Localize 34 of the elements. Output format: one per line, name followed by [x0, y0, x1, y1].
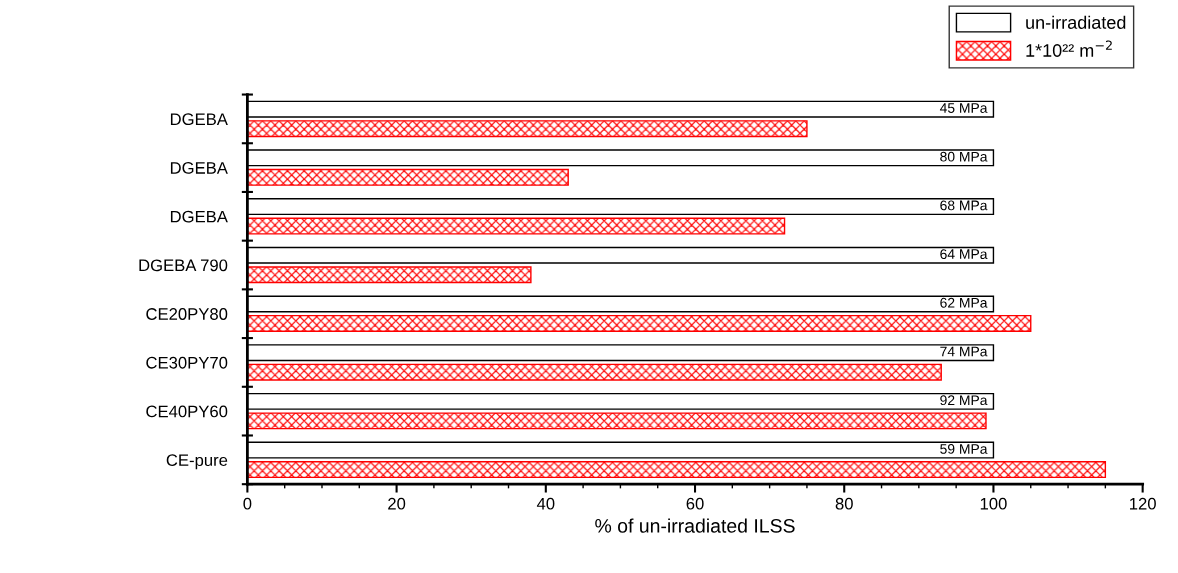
legend-label: un-irradiated [1026, 15, 1126, 29]
x-axis-title: % of un-irradiated ILSS [595, 518, 795, 533]
y-tick-label: CE-pure [166, 454, 228, 470]
x-tick-label: 0 [243, 497, 252, 510]
bar [247, 314, 1032, 332]
bar [247, 363, 942, 381]
y-tick-label: CE30PY70 [146, 356, 228, 369]
bar [247, 461, 1107, 479]
legend-label: 1*10²² m$^{−2}$ [1026, 40, 1112, 57]
x-tick-label: 100 [980, 497, 1007, 510]
bar [247, 412, 987, 430]
annotation: 64 MPa [940, 249, 988, 259]
annotation: 80 MPa [940, 151, 988, 162]
x-tick-label: 120 [1130, 497, 1156, 510]
y-tick-label: DGEBA [170, 162, 228, 174]
x-tick-label: 80 [835, 497, 853, 510]
bar [247, 217, 786, 235]
bar [247, 168, 569, 186]
y-tick-label: DGEBA 790 [139, 259, 228, 272]
annotation: 68 MPa [940, 200, 988, 211]
annotation: 62 MPa [940, 297, 988, 308]
x-tick-label: 40 [536, 497, 555, 510]
x-tick-label: 20 [388, 497, 406, 510]
y-tick-label: CE40PY60 [146, 405, 228, 418]
annotation: 92 MPa [940, 395, 988, 406]
annotation: 74 MPa [940, 346, 988, 357]
x-tick-label: 60 [686, 497, 704, 510]
y-tick-label: CE20PY80 [146, 308, 228, 320]
annotation: 59 MPa [940, 443, 988, 454]
bar [247, 266, 532, 284]
bar [247, 120, 808, 138]
y-tick-label: DGEBA [170, 210, 228, 223]
y-tick-label: DGEBA [170, 113, 228, 126]
annotation: 45 MPa [939, 103, 988, 113]
